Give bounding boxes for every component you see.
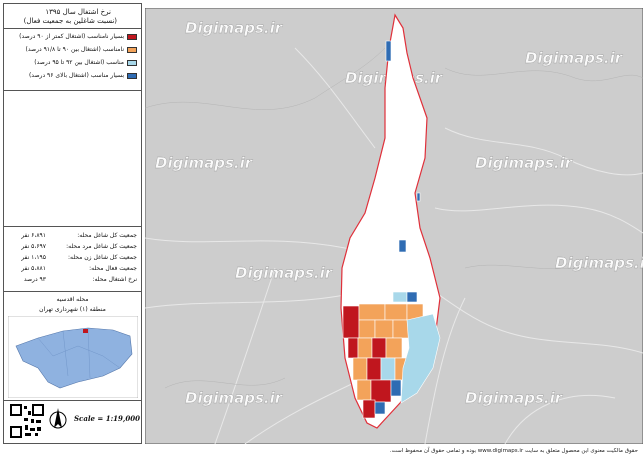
watermark: Digimaps.ir: [475, 154, 574, 172]
stat-label: نرخ اشتغال محله:: [92, 276, 137, 283]
legend-label: نامناسب (اشتغال بین ۹۰ تا ۹۱/۸ درصد): [25, 46, 125, 53]
stat-label: جمعیت فعال محله:: [89, 265, 137, 272]
separator: [4, 291, 141, 292]
district: منطقه (۱) شهرداری تهران: [39, 306, 106, 313]
watermark: Digimaps.ir: [465, 389, 564, 407]
legend-swatch: [127, 47, 137, 53]
watermark: Digimaps.ir: [555, 254, 643, 272]
stat-label: جمعیت کل شاغل زن محله:: [68, 254, 137, 261]
stat-value: ۵،۶۹۷ نفر: [21, 243, 46, 250]
separator: [4, 28, 141, 29]
subtitle: (نسبت شاغلین به جمعیت فعال): [23, 17, 117, 25]
watermark: Digimaps.ir: [525, 49, 624, 67]
watermarks: Digimaps.ir Digimaps.ir Digimaps.ir Digimap…: [155, 19, 643, 407]
separator: [4, 400, 141, 401]
separator: [4, 226, 141, 227]
terrain: [145, 47, 643, 389]
legend-swatch: [127, 60, 137, 66]
side-panel: نرخ اشتغال سال ۱۳۹۵ (نسبت شاغلین به جمعی…: [3, 3, 142, 444]
legend-label: بسیار نامناسب (اشتغال کمتر از ۹۰ درصد): [19, 33, 124, 40]
qr-code: [10, 404, 44, 438]
district-lines: [37, 327, 121, 379]
scale: Scale = 1:19,000: [74, 414, 140, 423]
watermark: Digimaps.ir: [155, 154, 254, 172]
locator-map: [8, 316, 138, 398]
location-marker: [83, 329, 88, 333]
separator: [4, 90, 141, 91]
stat-value: ۹۳ درصد: [23, 276, 46, 283]
watermark: Digimaps.ir: [185, 19, 284, 37]
stat-value: ۶،۸۹۱ نفر: [21, 232, 46, 239]
legend-swatch: [127, 73, 137, 79]
stat-value: ۱،۱۹۵ نفر: [21, 254, 46, 261]
stat-value: ۵،۸۸۱ نفر: [21, 265, 46, 272]
footer: حقوق مالکیت معنوی این محصول متعلق به سای…: [389, 448, 638, 454]
blocks: [342, 40, 441, 419]
legend-label: مناسب (اشتغال بین ۹۲ تا ۹۵ درصد): [34, 59, 124, 66]
legend-label: بسیار مناسب (اشتغال بالای ۹۶ درصد): [28, 72, 124, 79]
map: Digimaps.ir Digimaps.ir Digimaps.ir Digimap…: [145, 8, 643, 444]
north-arrow: [49, 408, 67, 429]
neighborhood: محله اقدسیه: [56, 296, 89, 303]
stat-label: جمعیت کل شاغل مرد محله:: [66, 243, 137, 250]
title: نرخ اشتغال سال ۱۳۹۵: [45, 8, 111, 16]
watermark: Digimaps.ir: [185, 389, 284, 407]
watermark: Digimaps.ir: [235, 264, 334, 282]
legend-swatch: [127, 34, 137, 40]
stat-label: جمعیت کل شاغل محله:: [77, 232, 137, 239]
